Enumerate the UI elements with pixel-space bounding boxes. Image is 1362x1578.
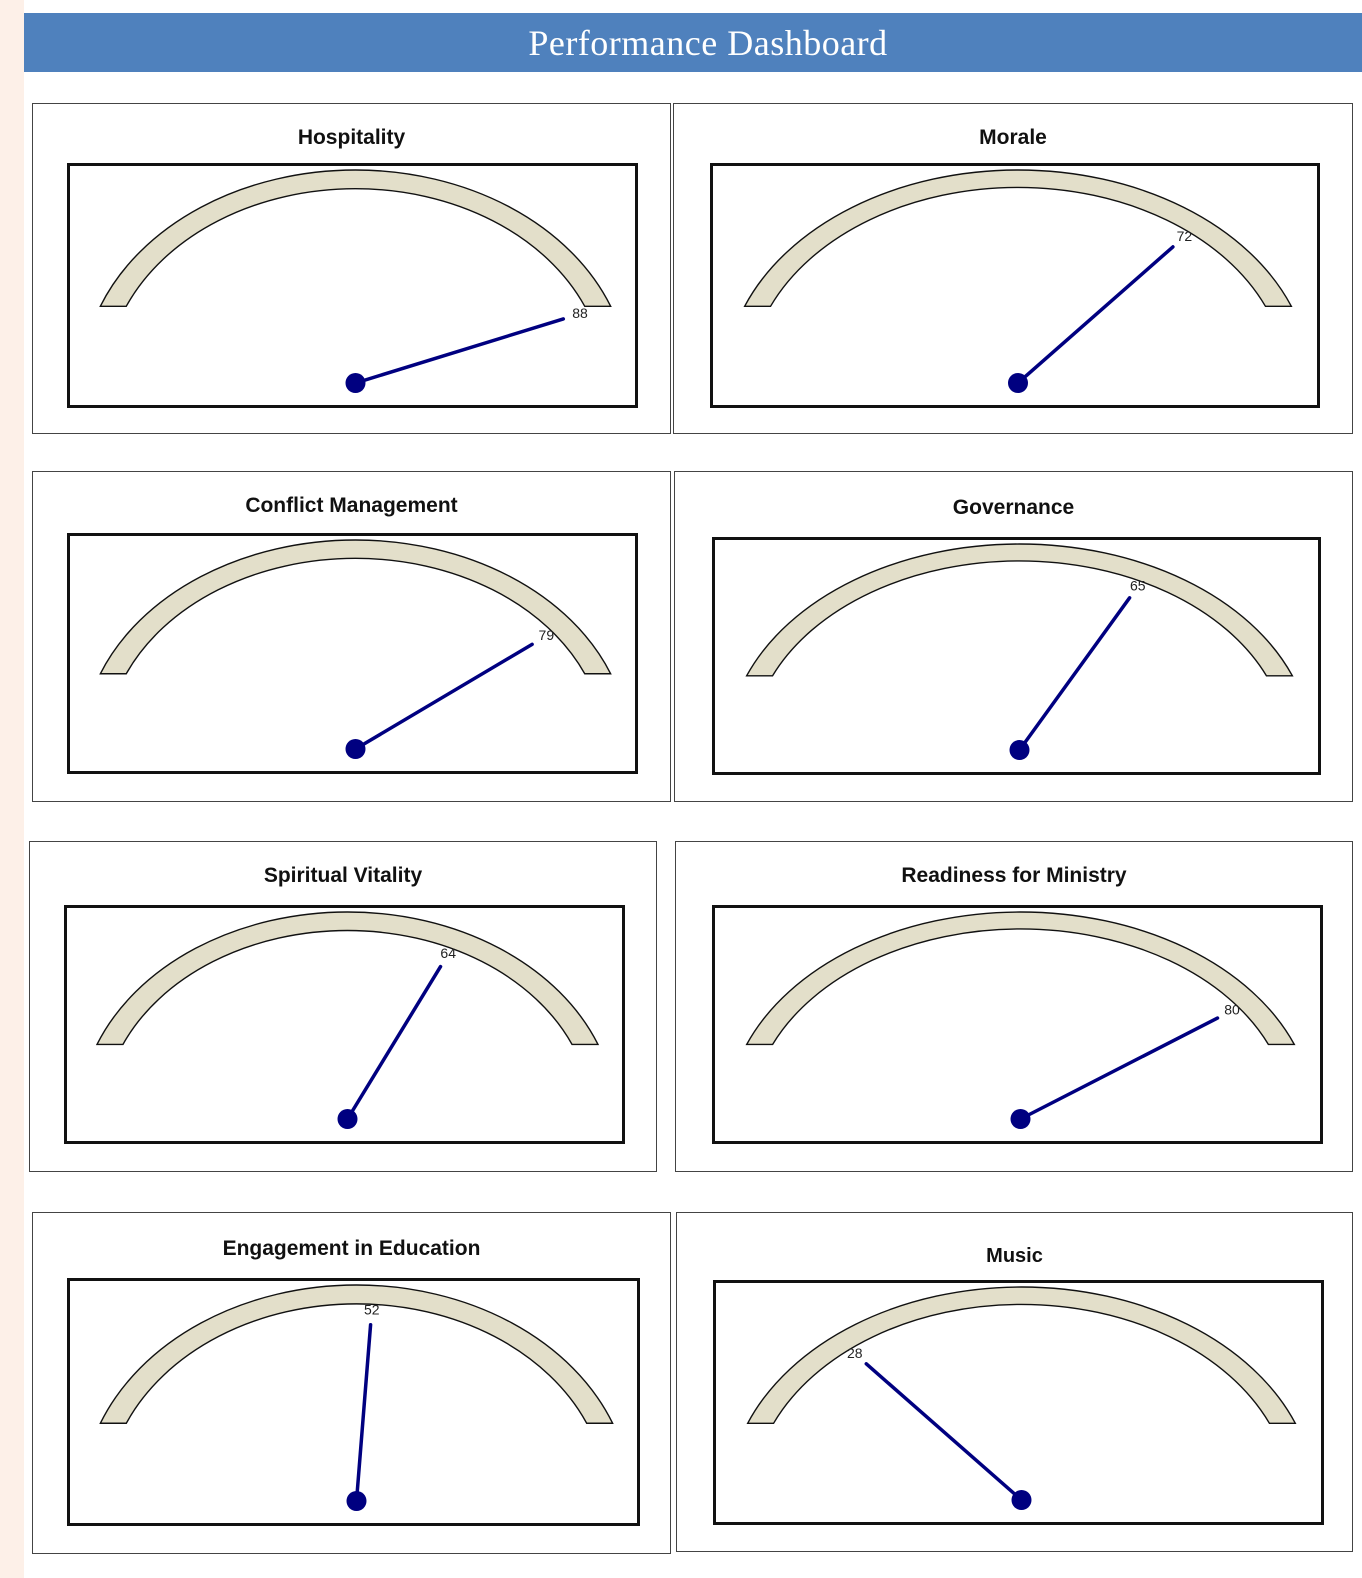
gauge-needle-hub [345, 739, 366, 759]
gauge-needle [353, 642, 534, 751]
gauge-arc [746, 1286, 1297, 1425]
gauge-chart: 88 [99, 169, 612, 393]
gauge-title: Readiness for Ministry [901, 864, 1127, 887]
gauge-arc [99, 169, 612, 308]
gauge-chart: 28 [746, 1286, 1297, 1510]
gauge-panel-spiritual-vitality: Spiritual Vitality 64 [29, 841, 657, 1172]
gauge-value-label: 80 [1224, 1002, 1240, 1018]
gauge-value-label: 64 [440, 945, 456, 961]
gauge-needle-hub [1008, 373, 1028, 393]
gauge-needle [1018, 1016, 1220, 1121]
gauge-chart: 64 [95, 911, 600, 1129]
gauge-needle [354, 1322, 373, 1503]
gauge-frame: 65 [712, 537, 1321, 775]
gauge-title: Conflict Management [245, 494, 458, 517]
gauge-needle [345, 964, 443, 1121]
gauge-needle-hub [337, 1109, 358, 1129]
gauge-needle-hub [1010, 1109, 1031, 1129]
gauge-title: Morale [979, 126, 1047, 149]
gauge-needle [1017, 596, 1132, 752]
gauge-needle-hub [345, 373, 366, 393]
gauge-value-label: 88 [572, 305, 588, 321]
gauge-chart: 52 [99, 1284, 614, 1511]
gauge-value-label: 52 [364, 1302, 380, 1318]
gauge-frame: 72 [710, 163, 1320, 408]
gauge-needle [1016, 245, 1175, 385]
gauge-arc [99, 539, 612, 675]
gauge-frame: 28 [713, 1280, 1324, 1525]
gauge-frame: 52 [67, 1278, 640, 1526]
gauge-arc [99, 1284, 614, 1424]
gauge-panel-hospitality: Hospitality 88 [32, 103, 671, 434]
gauge-value-label: 72 [1177, 228, 1193, 244]
gauge-arc [743, 169, 1293, 308]
gauge-arc [745, 543, 1294, 677]
gauge-panel-morale: Morale 72 [673, 103, 1353, 434]
gauge-chart: 65 [745, 543, 1294, 760]
gauge-value-label: 79 [539, 627, 555, 643]
gauge-title: Engagement in Education [222, 1237, 481, 1260]
gauge-needle-hub [346, 1491, 367, 1511]
gauge-value-label: 28 [847, 1345, 863, 1361]
gauge-title: Hospitality [297, 126, 406, 149]
gauge-panel-conflict-management: Conflict Management 79 [32, 471, 671, 802]
gauge-frame: 64 [64, 905, 625, 1144]
gauge-chart: 80 [745, 911, 1296, 1129]
gauge-needle-hub [1011, 1490, 1032, 1510]
gauge-panel-music: Music 28 [676, 1212, 1353, 1552]
left-margin-strip [0, 0, 24, 1578]
gauge-frame: 79 [67, 533, 638, 774]
gauge-needle [353, 317, 566, 385]
gauge-title: Governance [952, 496, 1075, 519]
gauge-panel-readiness-for-ministry: Readiness for Ministry 80 [675, 841, 1353, 1172]
gauge-frame: 80 [712, 905, 1323, 1144]
gauge-chart: 79 [99, 539, 612, 759]
gauge-value-label: 65 [1130, 578, 1146, 594]
gauge-title: Spiritual Vitality [263, 864, 423, 887]
gauge-needle-hub [1009, 740, 1030, 760]
gauge-title: Music [986, 1245, 1043, 1267]
gauge-frame: 88 [67, 163, 638, 408]
gauge-panel-engagement-in-education: Engagement in Education 52 [32, 1212, 671, 1554]
gauge-arc [95, 911, 600, 1046]
dashboard-header: Performance Dashboard [24, 13, 1362, 72]
gauge-arc [745, 911, 1296, 1046]
gauge-chart: 72 [743, 169, 1293, 393]
gauge-needle [864, 1362, 1024, 1502]
gauge-panel-governance: Governance 65 [674, 471, 1353, 802]
page-title: Performance Dashboard [528, 22, 888, 63]
